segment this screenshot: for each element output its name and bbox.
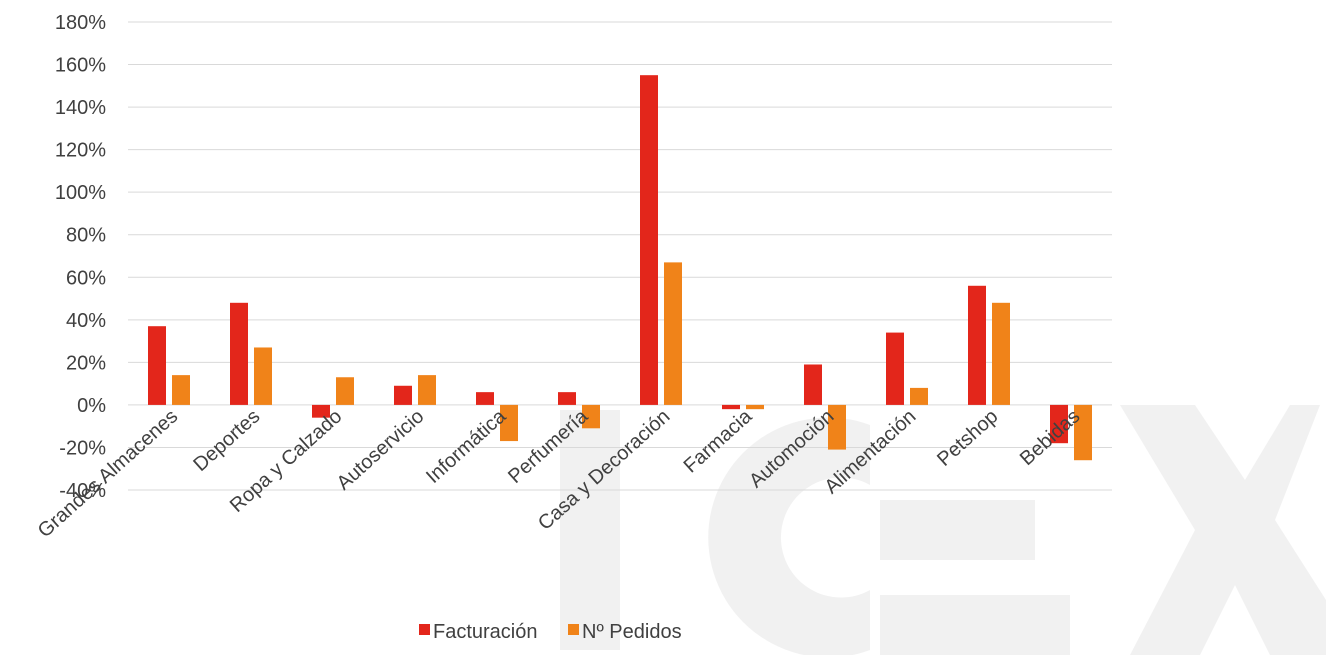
bar	[394, 385, 412, 405]
y-tick-label: -40%	[59, 480, 106, 502]
legend-swatch	[419, 624, 430, 635]
legend-swatch	[568, 624, 579, 635]
bar	[582, 404, 600, 429]
bar	[336, 377, 354, 405]
bar	[828, 404, 846, 450]
y-tick-label: 160%	[55, 55, 106, 77]
bar	[476, 392, 494, 405]
bar	[230, 302, 248, 405]
bar	[886, 332, 904, 405]
bar	[746, 404, 764, 410]
y-tick-label: 120%	[55, 140, 106, 162]
bar	[418, 375, 436, 405]
y-tick-label: 180%	[55, 12, 106, 34]
bar	[910, 387, 928, 405]
y-tick-label: -20%	[59, 437, 106, 459]
y-tick-label: 140%	[55, 97, 106, 119]
bar	[1050, 404, 1068, 444]
bar	[312, 404, 330, 418]
y-tick-label: 100%	[55, 182, 106, 204]
bar	[804, 364, 822, 405]
bar	[640, 75, 658, 405]
y-tick-label: 40%	[66, 310, 106, 332]
bar	[664, 262, 682, 405]
icex-watermark	[560, 405, 1326, 655]
bar	[148, 326, 166, 405]
y-tick-label: 60%	[66, 267, 106, 289]
bar	[722, 404, 740, 410]
legend-label: Nº Pedidos	[582, 621, 682, 643]
x-tick-label: Deportes	[189, 405, 264, 476]
bar	[500, 404, 518, 442]
y-tick-label: 20%	[66, 352, 106, 374]
bar	[1074, 404, 1092, 461]
y-tick-label: 80%	[66, 225, 106, 247]
legend-label: Facturación	[433, 621, 538, 643]
x-tick-label: Grandes Almacenes	[34, 405, 183, 542]
bar	[254, 347, 272, 405]
bar	[992, 302, 1010, 405]
x-tick-label: Informática	[422, 405, 511, 488]
x-tick-label: Autoservicio	[333, 405, 429, 494]
legend: Facturación Nº Pedidos	[419, 621, 682, 643]
y-tick-label: 0%	[77, 395, 106, 417]
bar	[558, 392, 576, 405]
bar	[172, 375, 190, 405]
x-tick-label: Petshop	[933, 405, 1002, 470]
bar	[968, 285, 986, 405]
